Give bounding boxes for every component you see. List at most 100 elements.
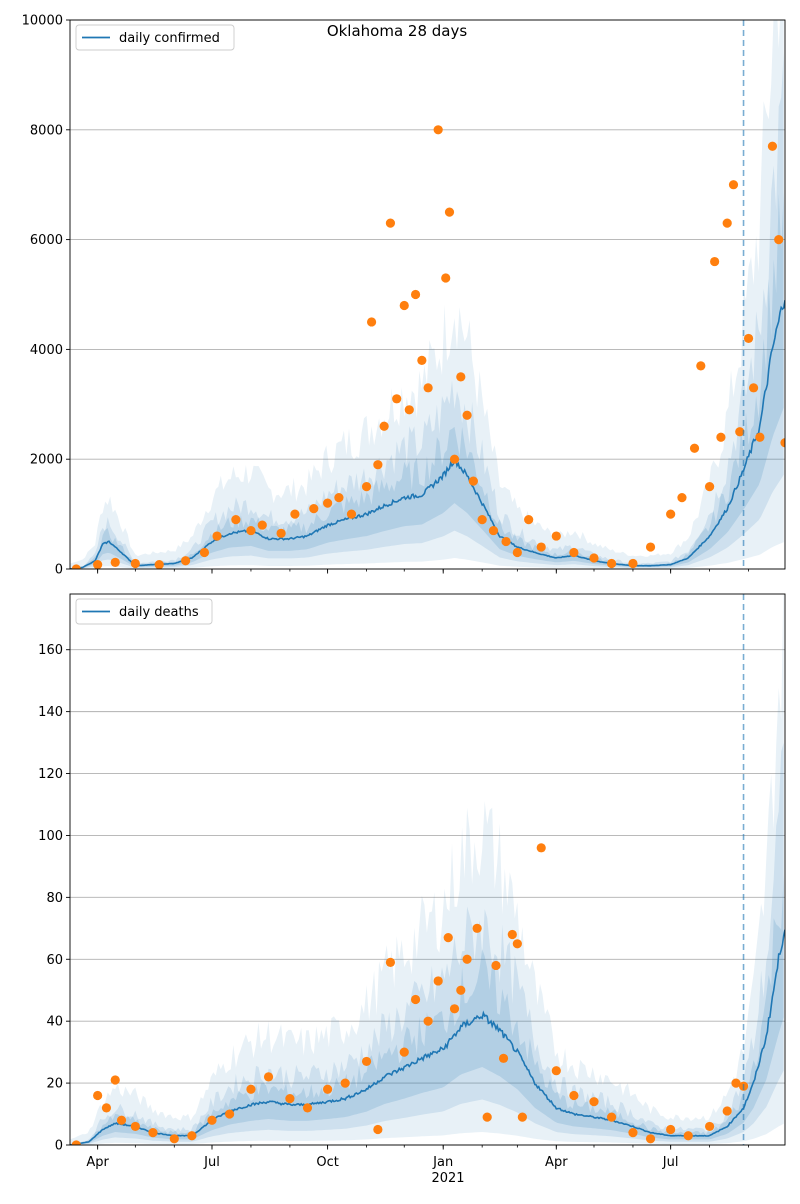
- axes-frame: [69, 19, 786, 570]
- data-point: [468, 476, 478, 486]
- uncertainty-band: [70, 594, 784, 1145]
- legend-label: daily confirmed: [119, 31, 220, 46]
- uncertainty-band: [70, 20, 784, 569]
- data-point: [491, 960, 501, 971]
- data-point: [231, 514, 241, 525]
- data-point: [666, 1124, 676, 1135]
- data-point: [423, 383, 433, 393]
- x-tick-label: Oct: [316, 1155, 338, 1170]
- data-point: [512, 547, 522, 558]
- y-tick-label: 80: [46, 891, 63, 906]
- data-point: [551, 1066, 561, 1076]
- data-point: [767, 141, 778, 151]
- data-point: [433, 125, 443, 135]
- x-tick-label: Apr: [86, 1155, 109, 1170]
- data-point: [477, 514, 487, 525]
- data-point: [433, 976, 443, 986]
- data-point: [257, 520, 267, 530]
- data-point: [507, 929, 517, 940]
- plot-area: [70, 10, 785, 569]
- data-point: [392, 394, 402, 404]
- y-tick-label: 6000: [30, 233, 63, 248]
- data-point: [366, 317, 377, 327]
- data-point: [780, 438, 785, 448]
- data-point: [207, 1115, 217, 1125]
- data-point: [93, 560, 103, 569]
- data-point: [743, 333, 754, 344]
- data-point: [748, 383, 759, 393]
- data-point: [169, 1134, 179, 1144]
- data-point: [154, 560, 164, 569]
- data-point: [246, 1084, 256, 1094]
- data-point: [569, 1090, 579, 1101]
- data-point: [181, 556, 191, 566]
- data-point: [645, 542, 656, 552]
- data-point: [482, 1112, 492, 1122]
- data-point: [551, 531, 561, 541]
- data-point: [379, 421, 389, 431]
- data-point: [302, 1103, 313, 1113]
- data-point: [524, 583, 533, 592]
- data-point: [323, 1084, 333, 1094]
- data-point: [710, 256, 720, 267]
- data-point: [404, 405, 414, 415]
- y-tick-label: 8000: [30, 123, 63, 138]
- data-point: [187, 1131, 197, 1141]
- data-point: [498, 1053, 509, 1063]
- deaths-panel: 0 20 40 60 80 100 120 140 160 Apr Jul Oct Jan Apr Jul d…: [38, 583, 786, 1170]
- data-point: [116, 1115, 127, 1125]
- data-point: [361, 482, 372, 492]
- data-point: [443, 933, 453, 943]
- x-tick-label: Jan: [432, 1155, 453, 1170]
- y-tick-label: 100: [38, 829, 63, 844]
- data-point: [735, 427, 745, 437]
- data-point: [456, 985, 466, 995]
- data-point: [423, 1016, 433, 1026]
- legend-box: [75, 598, 213, 625]
- x-tick-label: Jul: [662, 1155, 679, 1170]
- data-point: [716, 432, 726, 442]
- axes-frame: [69, 593, 786, 1146]
- data-point: [373, 1124, 383, 1135]
- y-tick-label: 40: [46, 1015, 63, 1030]
- data-point: [285, 1093, 295, 1104]
- y-tick-label: 140: [38, 705, 63, 720]
- data-point: [385, 957, 396, 967]
- data-point: [517, 1112, 527, 1122]
- data-point: [728, 180, 739, 190]
- data-point: [606, 558, 617, 569]
- y-tick-label: 60: [46, 953, 63, 968]
- data-point: [101, 1103, 112, 1113]
- y-tick-label: 0: [55, 563, 63, 578]
- data-point: [224, 1109, 235, 1119]
- figure-title: Oklahoma 28 days: [327, 22, 468, 40]
- data-point: [705, 482, 715, 492]
- data-point: [71, 564, 81, 569]
- data-point: [361, 1056, 372, 1067]
- data-point: [456, 372, 466, 382]
- data-point: [417, 355, 427, 365]
- data-point: [501, 536, 511, 547]
- data-point: [774, 235, 784, 245]
- data-point: [462, 954, 472, 964]
- data-point: [762, 10, 771, 19]
- data-point: [606, 1112, 617, 1122]
- uncertainty-band: [70, 52, 784, 569]
- y-tick-label: 160: [38, 643, 63, 658]
- data-point: [410, 289, 421, 300]
- data-point: [569, 547, 579, 558]
- data-point: [399, 1047, 409, 1057]
- data-point: [462, 410, 472, 420]
- legend-box: [75, 24, 235, 51]
- data-point: [488, 525, 499, 536]
- uncertainty-band: [70, 742, 784, 1145]
- data-point: [323, 498, 333, 508]
- data-point: [246, 525, 256, 536]
- data-point: [148, 1128, 158, 1138]
- y-tick-label: 0: [55, 1139, 63, 1154]
- data-point: [276, 528, 286, 538]
- data-point: [683, 1131, 693, 1141]
- x-tick-label: Jul: [203, 1155, 220, 1170]
- data-point: [130, 558, 140, 569]
